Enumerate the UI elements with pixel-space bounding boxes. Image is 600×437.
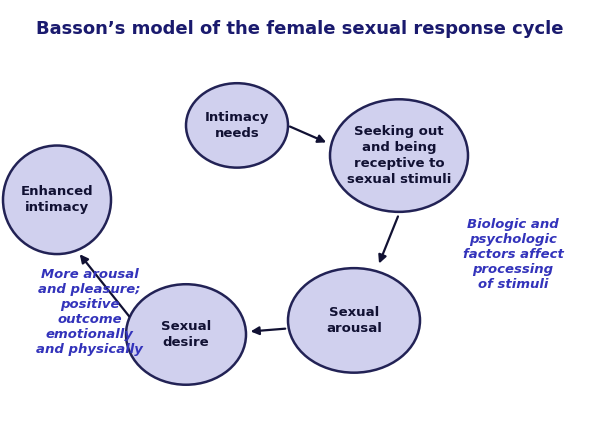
Text: Sexual
desire: Sexual desire: [161, 320, 211, 349]
Text: Sexual
arousal: Sexual arousal: [326, 306, 382, 335]
Text: Enhanced
intimacy: Enhanced intimacy: [20, 185, 94, 214]
Text: Biologic and
psychologic
factors affect
processing
of stimuli: Biologic and psychologic factors affect …: [463, 218, 563, 291]
Ellipse shape: [288, 268, 420, 373]
Ellipse shape: [330, 99, 468, 212]
Text: Basson’s model of the female sexual response cycle: Basson’s model of the female sexual resp…: [36, 20, 564, 38]
Ellipse shape: [3, 146, 111, 254]
Ellipse shape: [186, 83, 288, 168]
Text: Intimacy
needs: Intimacy needs: [205, 111, 269, 140]
Ellipse shape: [126, 284, 246, 385]
Text: Seeking out
and being
receptive to
sexual stimuli: Seeking out and being receptive to sexua…: [347, 125, 451, 186]
Text: More arousal
and pleasure;
positive
outcome
emotionally
and physically: More arousal and pleasure; positive outc…: [36, 268, 143, 356]
